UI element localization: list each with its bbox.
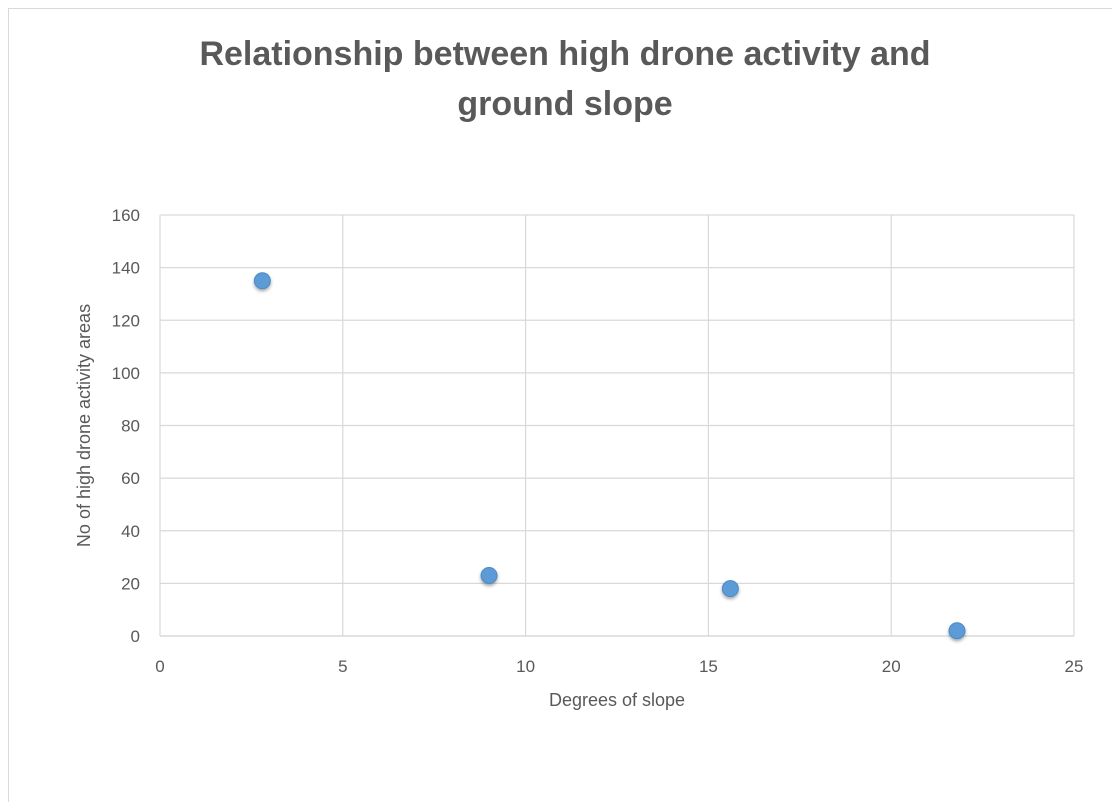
chart-title-line-2: ground slope [457,85,673,123]
x-axis-title: Degrees of slope [549,690,685,710]
data-point [253,272,271,290]
y-tick-label: 120 [112,311,140,330]
x-tick-label: 0 [155,657,164,676]
x-tick-label: 5 [338,657,347,676]
chart-title-line-1: Relationship between high drone activity… [199,35,931,73]
tick-labels: 0 20 40 60 80 100 120 140 160 0 5 10 15 20 25 [112,206,1084,676]
y-tick-label: 80 [121,417,140,436]
y-tick-label: 140 [112,259,140,278]
x-tick-label: 15 [699,657,718,676]
x-tick-label: 25 [1065,657,1084,676]
x-tick-label: 10 [516,657,535,676]
data-point [480,566,498,584]
y-tick-label: 60 [121,469,140,488]
data-points [253,272,966,640]
data-point [948,622,966,640]
y-tick-label: 40 [121,522,140,541]
data-point [721,580,739,598]
y-tick-label: 0 [131,627,140,646]
y-tick-label: 160 [112,206,140,225]
y-axis-title: No of high drone activity areas [74,304,94,547]
x-tick-label: 20 [882,657,901,676]
y-tick-label: 20 [121,574,140,593]
chart-frame [8,8,1112,802]
axes [159,215,1074,637]
gridlines [160,214,1075,636]
y-tick-label: 100 [112,364,140,383]
